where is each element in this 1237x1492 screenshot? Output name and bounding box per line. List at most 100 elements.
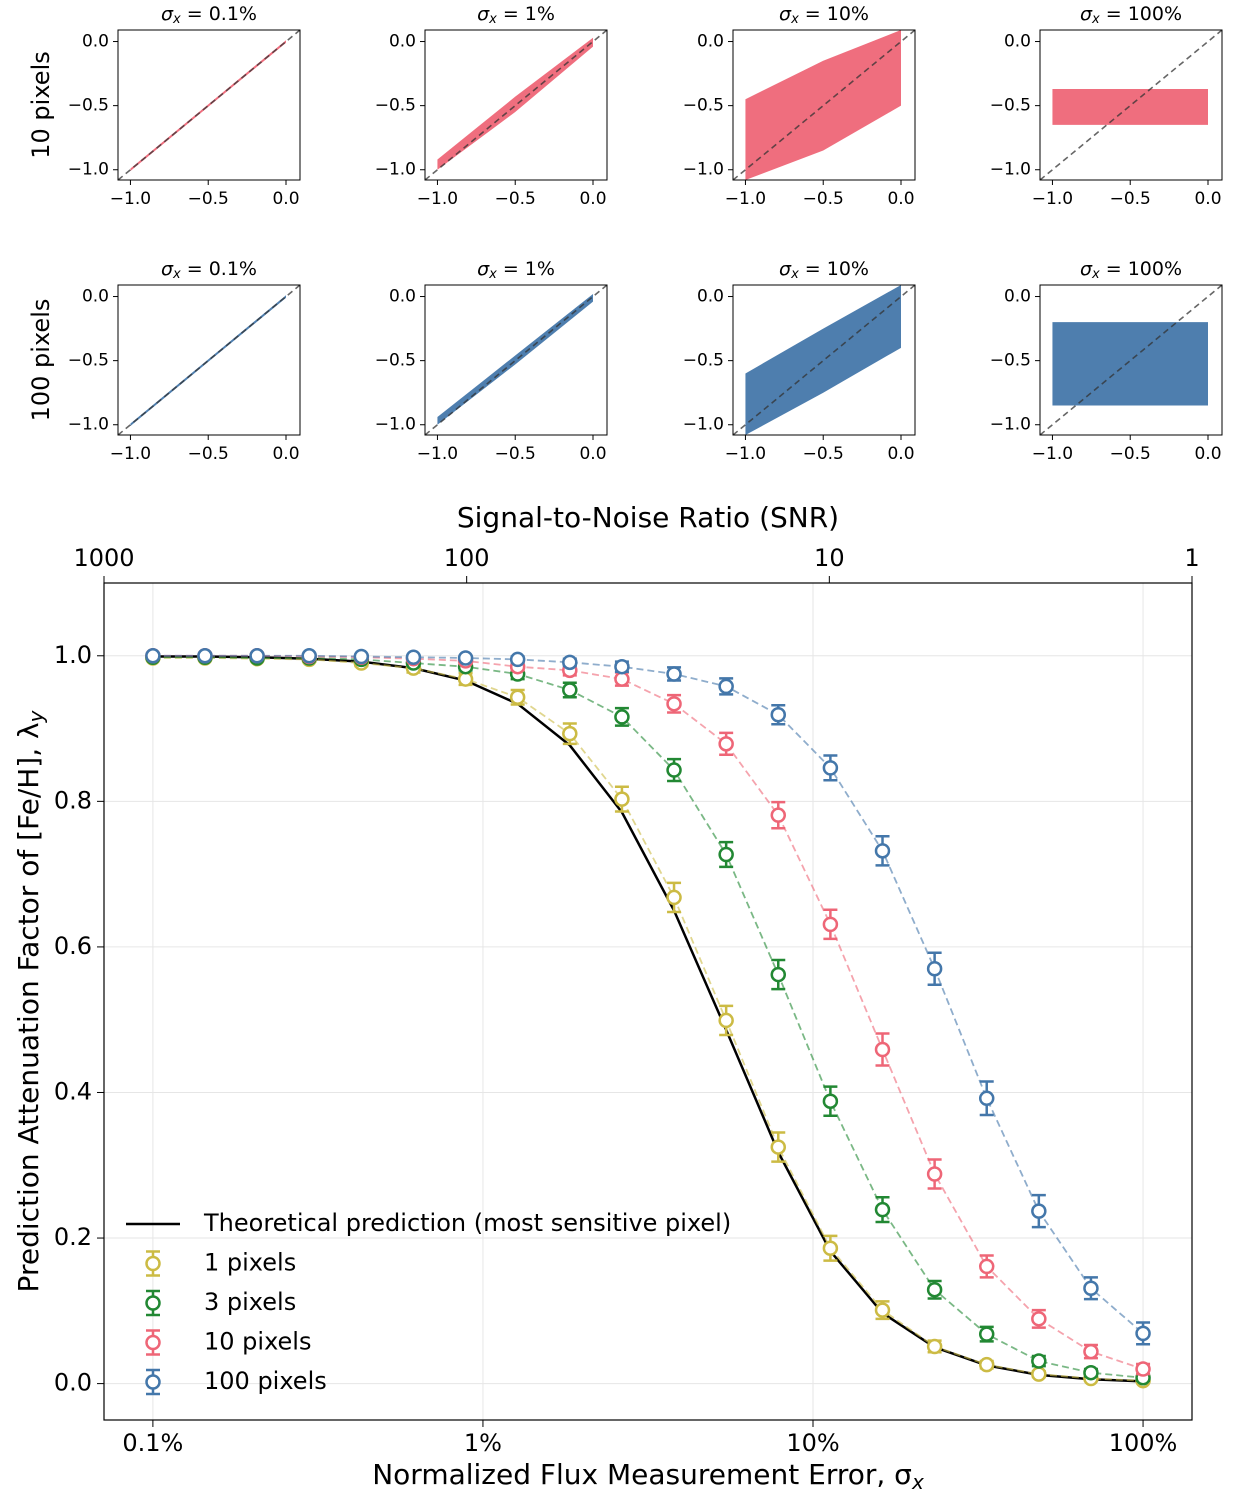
data-point xyxy=(1031,1311,1047,1327)
data-point xyxy=(614,791,630,807)
x-tick-label: 0.0 xyxy=(272,189,299,209)
x2-tick-label: 1 xyxy=(1184,544,1199,572)
x-tick-label: −0.5 xyxy=(1110,189,1151,209)
data-point xyxy=(457,650,474,666)
plot-area xyxy=(145,648,1151,1389)
x-tick-label: 0.0 xyxy=(1194,444,1221,464)
data-point xyxy=(666,696,682,712)
theory-line xyxy=(152,655,1144,1383)
x-tick-label: −1.0 xyxy=(417,444,458,464)
y-tick-label: −0.5 xyxy=(683,96,724,116)
data-point xyxy=(666,762,682,778)
scatter-cloud xyxy=(1052,88,1208,125)
title-subscript: x xyxy=(172,267,181,282)
data-point xyxy=(926,1281,943,1298)
y-tick-label: −1.0 xyxy=(375,415,416,435)
connector-line xyxy=(152,654,1144,1370)
data-point xyxy=(770,706,787,723)
x-tick-label: −1.0 xyxy=(725,444,766,464)
data-point xyxy=(509,651,526,668)
title-symbol: σ xyxy=(477,258,490,280)
y-tick-label: 0.0 xyxy=(82,32,109,52)
y-tick-label: −1.0 xyxy=(683,415,724,435)
data-point xyxy=(562,682,578,698)
data-point xyxy=(1083,1364,1099,1381)
x-tick-label: −1.0 xyxy=(417,189,458,209)
legend-label: 100 pixels xyxy=(204,1367,327,1395)
panel-title: σx = 100% xyxy=(1080,258,1182,282)
plot-frame xyxy=(103,582,1193,1421)
panel xyxy=(118,30,300,180)
x-tick-label: −0.5 xyxy=(188,189,229,209)
legend-marker xyxy=(145,1295,161,1311)
title-symbol: σ xyxy=(1080,258,1093,280)
panel-title: σx = 1% xyxy=(477,3,555,27)
legend-label: Theoretical prediction (most sensitive p… xyxy=(203,1209,731,1237)
panel-title: σx = 10% xyxy=(779,3,869,27)
x-tick-label: 0.0 xyxy=(1194,189,1221,209)
y-tick-label: −0.5 xyxy=(68,96,109,116)
y-tick-label: −0.5 xyxy=(990,96,1031,116)
title-symbol: σ xyxy=(161,3,174,25)
label-subscript: y xyxy=(24,709,48,723)
x-tick-label: 0.0 xyxy=(272,444,299,464)
title-subscript: x xyxy=(790,267,799,282)
data-point xyxy=(926,1166,943,1182)
title-text: = 100% xyxy=(1106,258,1182,280)
data-point xyxy=(718,846,734,863)
data-point xyxy=(822,1093,839,1109)
data-point xyxy=(145,648,161,664)
x-tick-label: 0.0 xyxy=(579,189,606,209)
title-symbol: σ xyxy=(477,3,490,25)
title-text: = 10% xyxy=(805,3,869,25)
legend-label: 1 pixels xyxy=(204,1249,296,1277)
data-point xyxy=(978,1356,995,1373)
y-tick-label: −0.5 xyxy=(990,351,1031,371)
panel xyxy=(1040,285,1222,435)
y-tick-label: 0.0 xyxy=(1004,287,1031,307)
data-point xyxy=(405,649,422,665)
panel-frame xyxy=(424,29,608,181)
y-tick-label: 0.8 xyxy=(54,786,92,814)
data-point xyxy=(353,648,370,665)
panel-title: σx = 1% xyxy=(477,258,555,282)
x-tick-label: 1% xyxy=(464,1429,502,1457)
data-point xyxy=(562,654,578,671)
data-point xyxy=(874,1201,891,1218)
data-point xyxy=(926,1338,943,1355)
data-point xyxy=(614,671,630,687)
x2-axis-label: Signal-to-Noise Ratio (SNR) xyxy=(457,501,839,534)
data-point xyxy=(926,960,943,977)
title-symbol: σ xyxy=(161,258,174,280)
data-point xyxy=(1135,1361,1151,1377)
data-point xyxy=(1031,1366,1047,1382)
y-tick-label: −1.0 xyxy=(990,415,1031,435)
y-tick-label: −0.5 xyxy=(68,351,109,371)
scatter-cloud xyxy=(437,293,593,425)
panel-frame xyxy=(732,284,916,436)
y-tick-label: 0.0 xyxy=(697,32,724,52)
y-tick-label: 0.6 xyxy=(54,932,92,960)
y-tick-label: −1.0 xyxy=(375,160,416,180)
title-symbol: σ xyxy=(1080,3,1093,25)
y-tick-label: 0.2 xyxy=(54,1223,92,1251)
title-subscript: x xyxy=(1091,12,1100,27)
data-point xyxy=(1083,1280,1099,1297)
panel xyxy=(425,285,607,435)
y-tick-label: −1.0 xyxy=(990,160,1031,180)
title-subscript: x xyxy=(1091,267,1100,282)
x-tick-label: 0.0 xyxy=(579,444,606,464)
data-point xyxy=(770,807,787,823)
data-point xyxy=(978,1326,995,1342)
scatter-cloud xyxy=(745,30,901,180)
x-tick-label: −0.5 xyxy=(803,189,844,209)
data-point xyxy=(509,689,526,706)
x-tick-label: −1.0 xyxy=(110,444,151,464)
data-point xyxy=(822,760,839,776)
x-tick-label: −1.0 xyxy=(725,189,766,209)
data-point xyxy=(1083,1343,1099,1360)
panel xyxy=(733,30,915,180)
panel-frame xyxy=(117,29,301,181)
